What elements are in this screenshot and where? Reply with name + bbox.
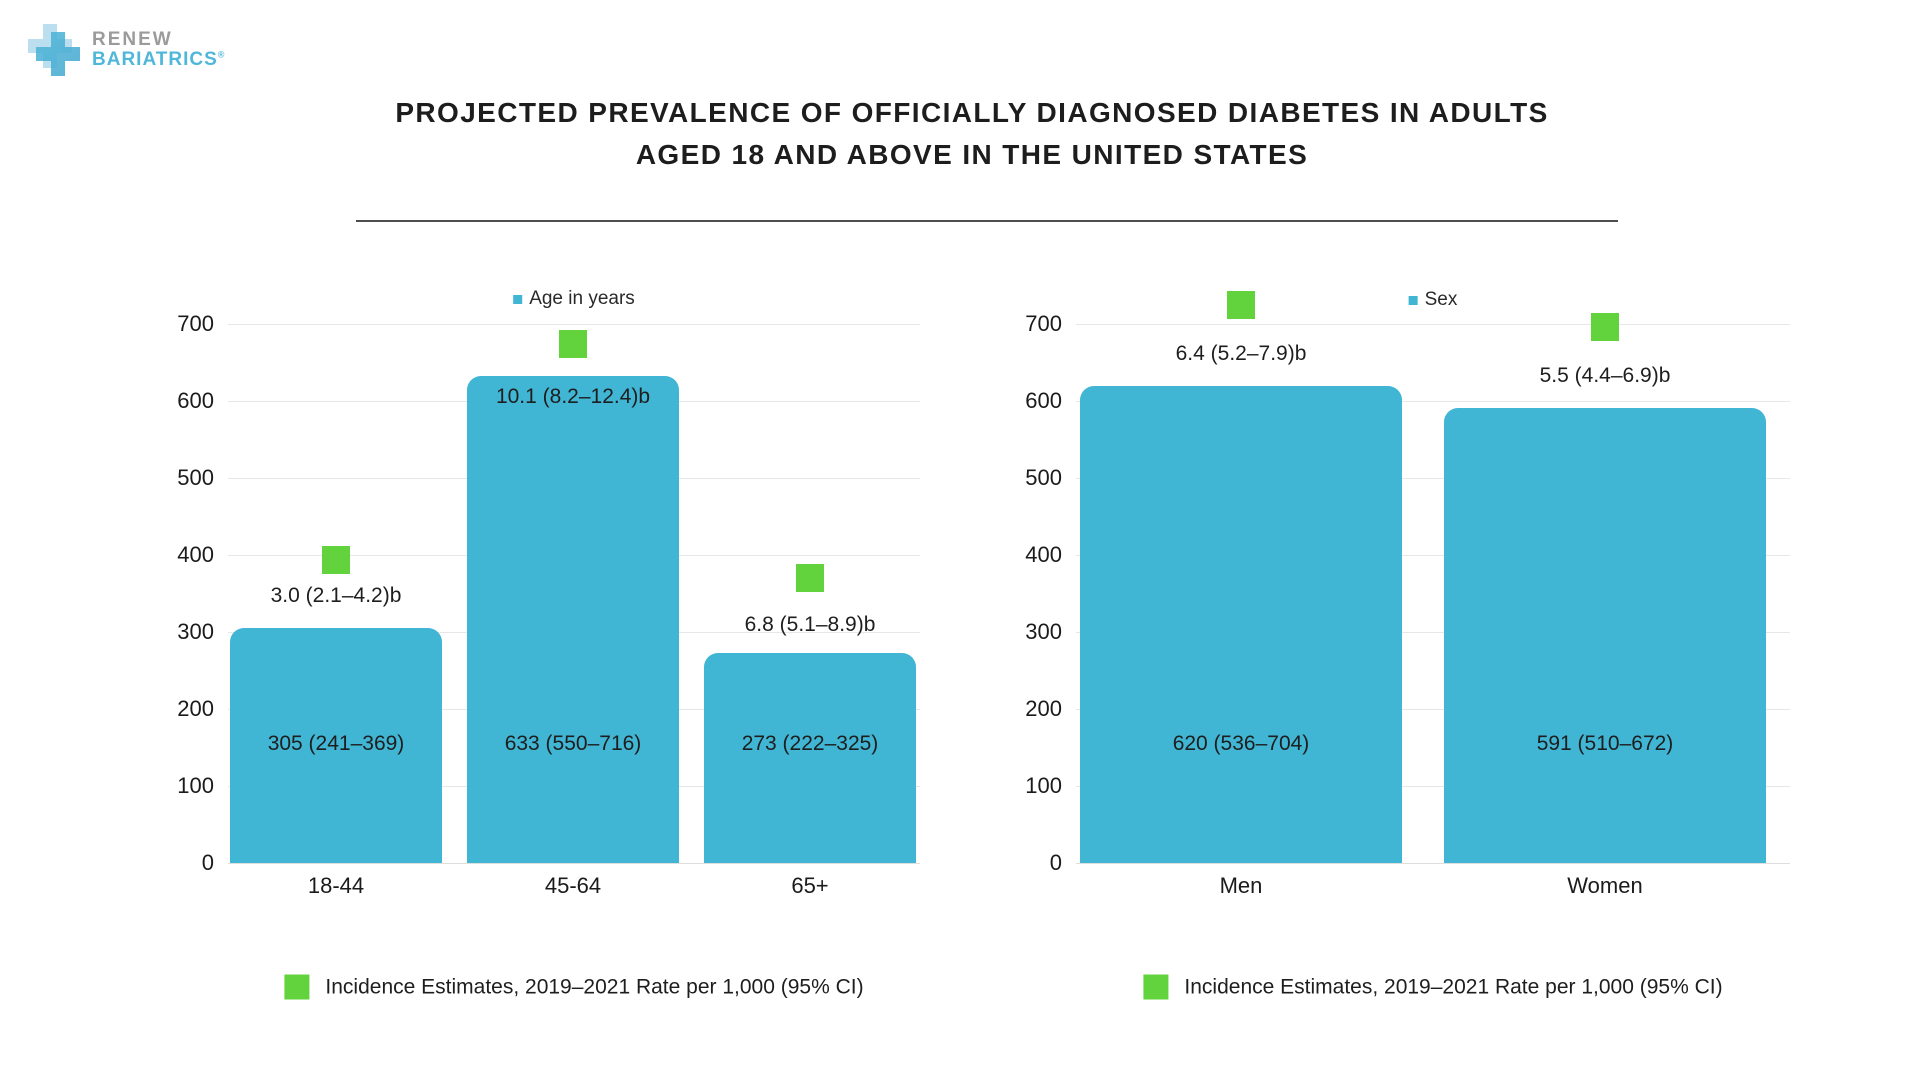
cross-front-shape (36, 32, 80, 76)
bar-45-64 (467, 375, 679, 863)
series-legend-label: Age in years (529, 288, 635, 309)
gridline-0 (1076, 863, 1790, 864)
bar-value-label: 620 (536–704) (1172, 731, 1310, 755)
bar-65+ (704, 652, 916, 863)
title-divider-line (356, 220, 1618, 222)
y-axis-tick-500: 500 (1025, 465, 1062, 490)
cross-back-shape (28, 24, 72, 68)
incidence-rate-label: 5.5 (4.4–6.9)b (1539, 364, 1671, 388)
y-axis-tick-600: 600 (177, 388, 214, 413)
chart-title: PROJECTED PREVALENCE OF OFFICIALLY DIAGN… (0, 92, 1920, 176)
y-axis-tick-300: 300 (177, 619, 214, 644)
y-axis-tick-600: 600 (1025, 388, 1062, 413)
incidence-marker-square (796, 564, 824, 593)
gridline-100 (1076, 786, 1790, 787)
renew-bariatrics-logo: RENEW BARIATRICS® (28, 22, 225, 78)
gridline-500 (1076, 478, 1790, 479)
bar-value-label: 273 (222–325) (741, 731, 879, 755)
x-axis-category-label: 65+ (791, 873, 829, 898)
bar-Men (1080, 385, 1402, 863)
incidence-rate-label: 6.8 (5.1–8.9)b (744, 613, 876, 637)
x-axis-category-label: 18-44 (307, 873, 365, 898)
incidence-legend-label: Incidence Estimates, 2019–2021 Rate per … (1184, 975, 1723, 998)
y-axis-tick-0: 0 (201, 850, 214, 875)
medical-cross-icon (28, 22, 82, 78)
gridline-700 (228, 324, 920, 325)
x-axis-category-label: Women (1567, 873, 1643, 898)
y-axis-tick-300: 300 (1025, 619, 1062, 644)
gridline-0 (228, 863, 920, 864)
y-axis-tick-400: 400 (177, 542, 214, 567)
series-legend-square-icon (513, 294, 523, 304)
incidence-legend-square-icon (284, 974, 310, 1000)
y-axis-tick-700: 700 (1025, 311, 1062, 336)
y-axis-tick-700: 700 (177, 311, 214, 336)
gridline-600 (1076, 401, 1790, 402)
incidence-legend: Incidence Estimates, 2019–2021 Rate per … (284, 974, 864, 1000)
gridline-200 (1076, 709, 1790, 710)
chart-title-line1: PROJECTED PREVALENCE OF OFFICIALLY DIAGN… (395, 97, 1549, 128)
gridline-700 (1076, 324, 1790, 325)
incidence-marker-square (1227, 290, 1255, 319)
bar-Women (1444, 407, 1766, 863)
bar-value-label: 305 (241–369) (267, 731, 405, 755)
series-legend-label: Sex (1424, 289, 1458, 310)
y-axis-tick-0: 0 (1049, 850, 1062, 875)
registered-mark: ® (217, 49, 226, 60)
incidence-marker-square (559, 330, 587, 359)
y-axis-tick-400: 400 (1025, 542, 1062, 567)
bar-value-label: 633 (550–716) (504, 731, 642, 755)
incidence-legend-square-icon (1143, 974, 1169, 1000)
incidence-marker-square (322, 545, 350, 574)
series-legend: Age in years (513, 288, 635, 310)
incidence-legend: Incidence Estimates, 2019–2021 Rate per … (1143, 974, 1723, 1000)
logo-text-renew: RENEW (92, 29, 173, 51)
y-axis-tick-200: 200 (1025, 696, 1062, 721)
gridline-300 (1076, 632, 1790, 633)
bar-18-44 (230, 628, 442, 863)
y-axis-tick-100: 100 (1025, 773, 1062, 798)
logo-text-bariatrics: BARIATRICS® (92, 49, 226, 70)
y-axis-tick-100: 100 (177, 773, 214, 798)
gridline-400 (1076, 555, 1790, 556)
incidence-legend-label: Incidence Estimates, 2019–2021 Rate per … (325, 975, 864, 998)
incidence-rate-label: 3.0 (2.1–4.2)b (270, 583, 402, 607)
y-axis-tick-500: 500 (177, 465, 214, 490)
x-axis-category-label: 45-64 (544, 873, 602, 898)
series-legend: Sex (1408, 289, 1458, 311)
incidence-marker-square (1591, 313, 1619, 342)
incidence-rate-label: 10.1 (8.2–12.4)b (495, 385, 651, 409)
x-axis-category-label: Men (1219, 873, 1263, 898)
series-legend-square-icon (1408, 295, 1418, 305)
chart-title-line2: AGED 18 AND ABOVE IN THE UNITED STATES (635, 139, 1309, 170)
bar-value-label: 591 (510–672) (1536, 731, 1674, 755)
y-axis-tick-200: 200 (177, 696, 214, 721)
incidence-rate-label: 6.4 (5.2–7.9)b (1175, 342, 1307, 366)
